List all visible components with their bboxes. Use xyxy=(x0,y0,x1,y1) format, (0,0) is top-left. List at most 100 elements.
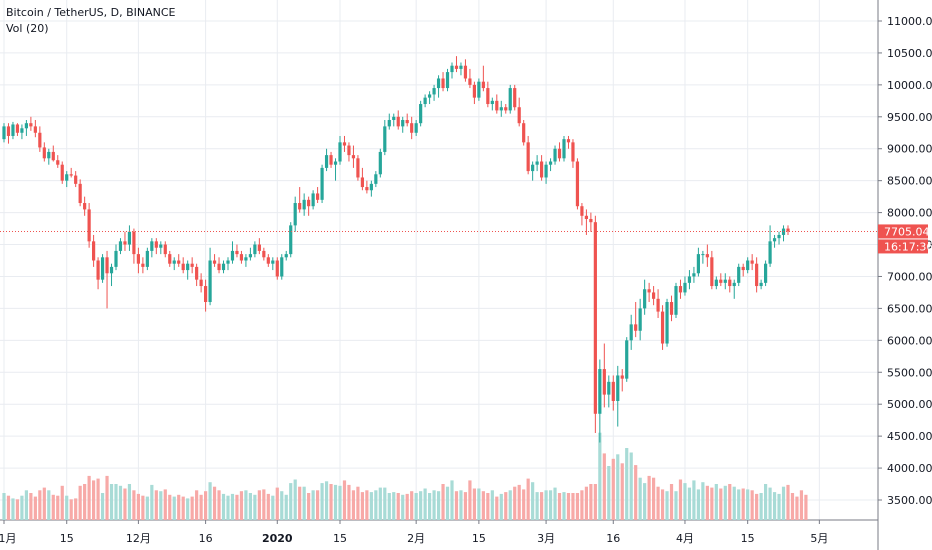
candle-body xyxy=(190,263,194,267)
price-tick-label: 10000.00 xyxy=(887,79,932,92)
volume-bar xyxy=(302,486,306,520)
candle-body xyxy=(531,164,535,172)
candle-body xyxy=(777,234,781,239)
candle-body xyxy=(508,88,512,111)
volume-bar xyxy=(239,491,244,520)
candle-body xyxy=(647,289,651,293)
volume-bar xyxy=(423,488,427,520)
candle-body xyxy=(602,369,606,395)
volume-bar xyxy=(602,453,606,520)
volume-bar xyxy=(652,477,656,520)
candle-body xyxy=(154,241,158,248)
candle-body xyxy=(526,142,530,172)
candle-body xyxy=(490,100,494,105)
volume-bar xyxy=(226,495,230,520)
volume-bar xyxy=(87,475,91,520)
volume-bar xyxy=(696,489,700,520)
candle-body xyxy=(598,369,602,414)
candle-body xyxy=(369,183,373,191)
volume-bar xyxy=(571,493,575,520)
candle-body xyxy=(629,324,633,341)
volume-bar xyxy=(638,477,642,520)
candle-body xyxy=(105,257,109,274)
candle-body xyxy=(351,155,356,159)
volume-bar xyxy=(387,493,391,520)
candle-body xyxy=(432,88,436,95)
volume-bar xyxy=(643,483,647,520)
candle-body xyxy=(445,72,450,89)
volume-bar xyxy=(647,475,651,520)
volume-bar xyxy=(284,494,288,520)
candle-body xyxy=(687,276,692,283)
price-tick-label: 3500.00 xyxy=(887,494,932,507)
volume-bar xyxy=(65,495,69,520)
candle-body xyxy=(212,260,217,264)
volume-bar xyxy=(486,493,490,520)
candle-body xyxy=(759,282,763,287)
candle-body xyxy=(302,199,306,210)
candle-body xyxy=(248,254,252,258)
volume-bar xyxy=(311,490,315,520)
volume-bar xyxy=(508,490,512,520)
candle-body xyxy=(356,158,360,178)
candle-body xyxy=(544,164,548,178)
volume-bar xyxy=(589,484,593,520)
candle-body xyxy=(401,119,405,127)
volume-bar xyxy=(781,486,786,520)
volume-bar xyxy=(535,492,539,520)
candle-body xyxy=(123,241,127,245)
volume-bar xyxy=(2,493,6,520)
candle-body xyxy=(387,119,391,127)
candle-body xyxy=(262,250,266,258)
volume-bar xyxy=(517,484,521,520)
candle-body xyxy=(204,286,208,303)
volume-bar xyxy=(127,484,132,520)
volume-bar xyxy=(378,487,382,520)
volume-bar xyxy=(526,478,530,520)
candle-body xyxy=(678,286,683,293)
candle-body xyxy=(683,282,687,293)
price-tick-label: 6000.00 xyxy=(887,334,932,347)
volume-bar xyxy=(172,496,176,520)
volume-bar xyxy=(351,490,356,520)
volume-bar xyxy=(217,490,221,520)
volume-bar xyxy=(674,491,678,520)
volume-bar xyxy=(29,493,33,520)
volume-bar xyxy=(365,490,369,520)
volume-bar xyxy=(450,480,454,520)
time-tick-label: 12月 xyxy=(126,532,151,545)
volume-bar xyxy=(786,484,790,520)
candle-body xyxy=(423,97,427,105)
candle-body xyxy=(365,187,369,191)
candle-body xyxy=(51,151,55,161)
candle-body xyxy=(746,260,750,271)
countdown-label: 16:17:36 xyxy=(884,240,932,253)
candle-body xyxy=(114,250,118,267)
candle-body xyxy=(710,257,714,287)
price-tick-label: 6500.00 xyxy=(887,302,932,315)
candle-body xyxy=(280,257,284,277)
candle-body xyxy=(786,228,790,232)
volume-bar xyxy=(329,484,333,520)
volume-bar xyxy=(159,491,163,520)
time-tick-label: 11月 xyxy=(0,532,17,545)
volume-bar xyxy=(441,484,445,520)
volume-bar xyxy=(746,489,750,520)
candle-body xyxy=(74,175,78,184)
candle-body xyxy=(172,260,176,264)
candle-body xyxy=(634,324,638,331)
candle-body xyxy=(611,381,615,402)
volume-bar xyxy=(607,466,611,520)
candle-body xyxy=(468,78,472,85)
volume-bar xyxy=(248,493,252,520)
candle-body xyxy=(566,139,571,143)
candle-body xyxy=(540,161,544,178)
candle-body xyxy=(696,254,700,274)
candle-body xyxy=(47,151,51,159)
volume-bar xyxy=(678,479,683,520)
candle-body xyxy=(669,302,674,315)
candle-body xyxy=(714,279,718,287)
volume-bar xyxy=(428,493,432,520)
volume-bar xyxy=(499,493,503,520)
